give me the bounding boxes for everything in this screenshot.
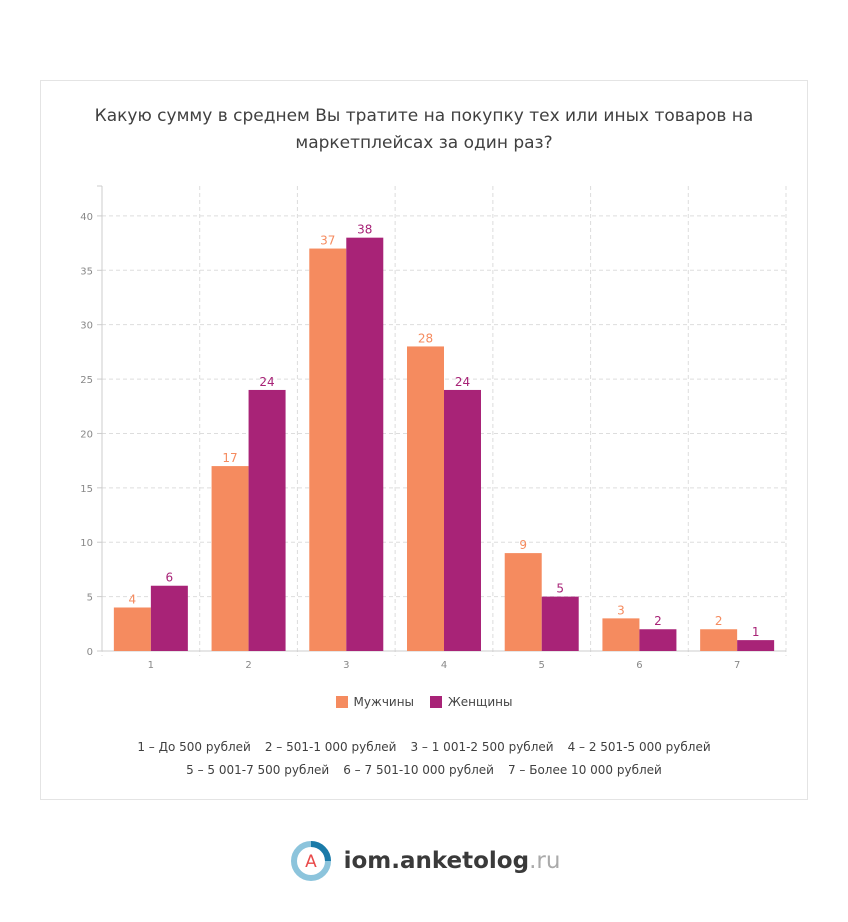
note: 6 – 7 501-10 000 рублей (343, 763, 494, 777)
brand-tld: .ru (529, 848, 561, 874)
bar-men (113, 607, 151, 651)
bar-men (211, 466, 249, 651)
x-tick-label: 4 (441, 660, 447, 671)
data-label: 37 (320, 234, 335, 248)
logo-letter: A (305, 852, 317, 872)
brand-link[interactable]: iom.anketolog.ru (344, 848, 561, 874)
x-tick-label: 7 (734, 660, 740, 671)
bar-women (541, 596, 579, 651)
bar-men (602, 618, 640, 651)
data-label: 38 (357, 223, 372, 237)
data-label: 5 (556, 582, 564, 596)
data-label: 1 (752, 625, 760, 639)
note: 2 – 501-1 000 рублей (264, 740, 397, 754)
bar-women (248, 389, 286, 651)
legend-swatch (429, 696, 442, 708)
bar-men (700, 629, 738, 651)
chart-title: Какую сумму в среднем Вы тратите на поку… (94, 106, 754, 153)
bar-women (444, 389, 481, 651)
note: 7 – Более 10 000 рублей (507, 763, 662, 777)
note: 5 – 5 001-7 500 рублей (186, 763, 330, 777)
legend-item-men[interactable]: Мужчины (335, 695, 414, 709)
bar-chart: 0510152025303540146217243373842824595632… (80, 185, 787, 671)
bar-women (346, 237, 384, 651)
bar-men (504, 553, 542, 651)
y-tick-label: 20 (80, 429, 93, 440)
y-tick-label: 5 (87, 593, 93, 604)
footer: A iom.anketolog.ru (0, 838, 848, 884)
bar-women (639, 629, 677, 651)
data-label: 17 (222, 451, 237, 465)
bar-men (407, 346, 444, 651)
note: 4 – 2 501-5 000 рублей (567, 740, 711, 754)
y-tick-label: 15 (80, 484, 93, 495)
data-label: 9 (519, 538, 527, 552)
y-tick-label: 10 (80, 538, 93, 549)
x-tick-label: 3 (343, 660, 349, 671)
x-tick-label: 2 (245, 660, 251, 671)
brand-name: iom.anketolog (343, 848, 530, 874)
legend: Мужчины Женщины (41, 695, 807, 711)
y-tick-label: 30 (80, 321, 93, 332)
data-label: 24 (455, 375, 470, 389)
anketolog-logo-icon: A (290, 841, 331, 881)
x-tick-label: 5 (539, 660, 545, 671)
data-label: 24 (259, 375, 274, 389)
y-tick-label: 0 (87, 647, 93, 658)
note: 1 – До 500 рублей (137, 740, 251, 754)
y-tick-label: 40 (80, 212, 93, 223)
category-notes: 1 – До 500 рублей 2 – 501-1 000 рублей 3 –… (41, 736, 807, 782)
x-tick-label: 1 (148, 660, 154, 671)
data-label: 3 (617, 603, 625, 617)
bar-women (737, 640, 775, 651)
chart-card: Какую сумму в среднем Вы тратите на поку… (40, 80, 808, 800)
x-tick-label: 6 (636, 660, 642, 671)
legend-item-women[interactable]: Женщины (429, 695, 512, 709)
y-tick-label: 35 (80, 266, 93, 277)
y-tick-label: 25 (80, 375, 93, 386)
data-label: 4 (129, 592, 137, 606)
data-label: 2 (654, 614, 662, 628)
bar-men (309, 248, 347, 651)
data-label: 6 (166, 571, 174, 585)
legend-swatch (335, 696, 348, 708)
bar-women (150, 585, 188, 651)
data-label: 28 (418, 331, 433, 345)
note: 3 – 1 001-2 500 рублей (410, 740, 554, 754)
data-label: 2 (715, 614, 723, 628)
